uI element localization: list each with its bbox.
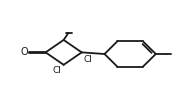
Text: Cl: Cl bbox=[84, 55, 93, 64]
Text: O: O bbox=[20, 47, 28, 57]
Text: Cl: Cl bbox=[53, 66, 62, 75]
